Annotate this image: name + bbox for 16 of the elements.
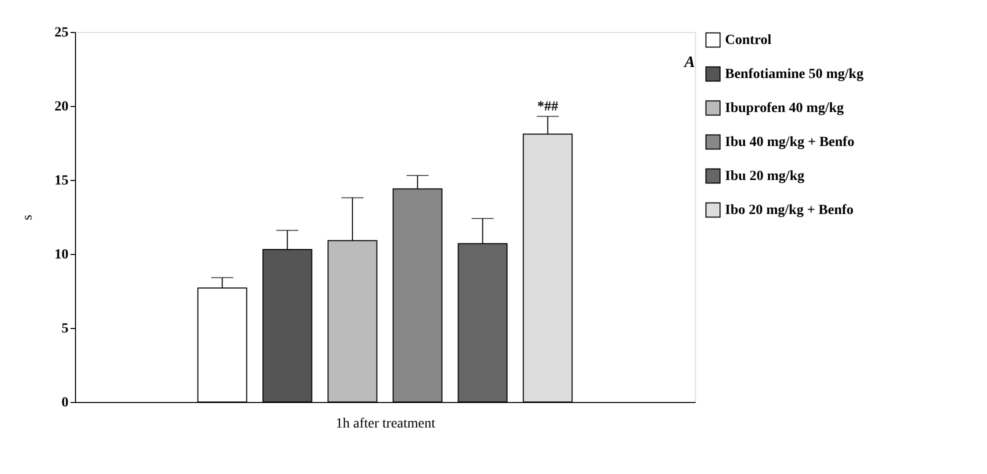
legend-label: Benfotiamine 50 mg/kg (725, 67, 864, 82)
y-tick-label: 0 (62, 396, 68, 410)
y-axis-title: s (20, 214, 36, 220)
y-tick-label: 20 (54, 100, 68, 114)
legend-label: Ibu 20 mg/kg (725, 169, 804, 184)
legend-label: Ibu 40 mg/kg + Benfo (725, 135, 854, 150)
y-tick-label: 10 (54, 248, 68, 262)
x-axis-title: 1h after treatment (336, 416, 436, 432)
y-tick-label: 25 (54, 26, 68, 40)
y-tick-label: 5 (62, 322, 68, 336)
legend-label: Ibuprofen 40 mg/kg (725, 101, 844, 116)
legend-label: Ibo 20 mg/kg + Benfo (725, 203, 854, 218)
annotation: *## (537, 99, 558, 114)
legend-label: Control (725, 33, 772, 48)
annotation: A (683, 54, 696, 71)
y-tick-label: 15 (54, 174, 68, 188)
